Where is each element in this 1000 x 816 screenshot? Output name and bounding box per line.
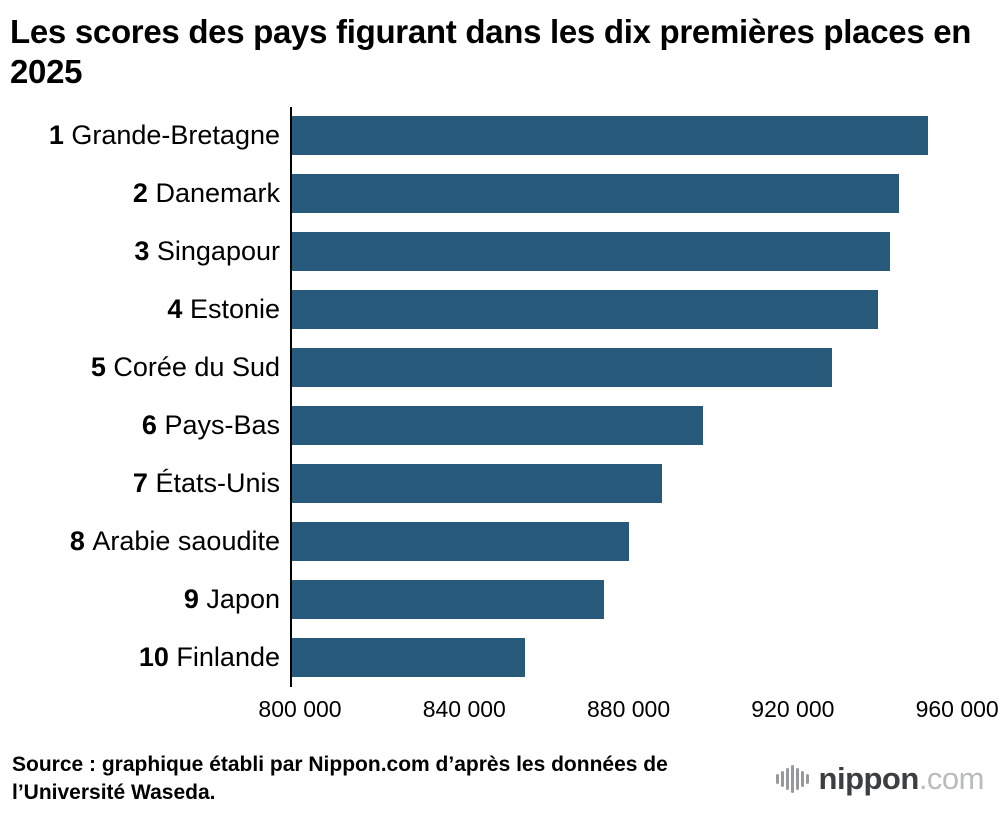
bar xyxy=(292,522,629,561)
bar-row: 3 Singapour xyxy=(10,222,990,281)
bar-track xyxy=(290,222,990,281)
bar-row: 8 Arabie saoudite xyxy=(10,512,990,571)
rank-number: 5 xyxy=(90,352,106,382)
bar-track xyxy=(290,628,990,687)
chart-title: Les scores des pays figurant dans les di… xyxy=(10,13,972,91)
category-label: 7 États-Unis xyxy=(132,468,280,498)
logo-tld: .com xyxy=(918,760,985,796)
bar-row: 6 Pays-Bas xyxy=(10,396,990,455)
x-tick-label: 920 000 xyxy=(751,695,835,722)
x-tick-label: 960 000 xyxy=(915,695,999,722)
bar-track xyxy=(290,512,990,571)
bar xyxy=(292,174,899,213)
bar xyxy=(292,638,525,677)
rank-number: 1 xyxy=(48,120,64,150)
bar xyxy=(292,232,891,271)
bar xyxy=(292,406,704,445)
category-label: 2 Danemark xyxy=(132,178,280,208)
x-tick-label: 800 000 xyxy=(258,695,342,722)
rank-number: 9 xyxy=(183,584,199,614)
rank-number: 2 xyxy=(132,178,148,208)
category-label: 10 Finlande xyxy=(138,642,280,672)
bar xyxy=(292,290,878,329)
bar-track xyxy=(290,454,990,513)
x-tick-label: 840 000 xyxy=(422,695,506,722)
logo-brand: nippon xyxy=(818,760,920,796)
soundwave-icon xyxy=(775,764,809,793)
category-label: 6 Pays-Bas xyxy=(141,410,280,440)
bar-row: 10 Finlande xyxy=(10,628,990,687)
category-label: 5 Corée du Sud xyxy=(90,352,280,382)
bar-chart: 1 Grande-Bretagne 2 Danemark 3 Singapour 4 … xyxy=(10,106,999,727)
rank-number: 4 xyxy=(167,294,183,324)
rank-number: 8 xyxy=(69,526,85,556)
x-axis-ticks: 800 000 840 000 880 000 920 000 960 000 xyxy=(258,687,998,727)
bar xyxy=(292,348,833,387)
bar xyxy=(292,580,604,619)
bar-row: 7 États-Unis xyxy=(10,454,990,513)
bar-row: 1 Grande-Bretagne xyxy=(10,106,990,165)
category-label: 3 Singapour xyxy=(134,236,280,266)
bar-track xyxy=(290,396,990,455)
category-label: 8 Arabie saoudite xyxy=(69,526,280,556)
bar-row: 5 Corée du Sud xyxy=(10,338,990,397)
logo-wordmark: nippon.com xyxy=(818,760,985,797)
bar-row: 9 Japon xyxy=(10,570,990,629)
bar xyxy=(292,116,928,155)
bar-track xyxy=(290,280,990,339)
bar-row: 2 Danemark xyxy=(10,164,990,223)
bar-track xyxy=(290,164,990,223)
bar-track xyxy=(290,106,990,165)
rank-number: 10 xyxy=(138,642,169,672)
bar-track xyxy=(290,338,990,397)
bar-row: 4 Estonie xyxy=(10,280,990,339)
category-label: 4 Estonie xyxy=(167,294,280,324)
x-tick-label: 880 000 xyxy=(586,695,671,722)
footer: Source : graphique établi par Nippon.com… xyxy=(12,751,985,806)
bar xyxy=(292,464,662,503)
rank-number: 3 xyxy=(134,236,150,266)
category-label: 1 Grande-Bretagne xyxy=(48,120,280,150)
source-text: Source : graphique établi par Nippon.com… xyxy=(12,753,668,804)
nippon-logo: nippon.com xyxy=(774,760,985,797)
chart-rows: 1 Grande-Bretagne 2 Danemark 3 Singapour 4 … xyxy=(10,106,990,687)
rank-number: 7 xyxy=(132,468,148,498)
bar-track xyxy=(290,570,990,629)
rank-number: 6 xyxy=(141,410,157,440)
category-label: 9 Japon xyxy=(183,584,280,614)
